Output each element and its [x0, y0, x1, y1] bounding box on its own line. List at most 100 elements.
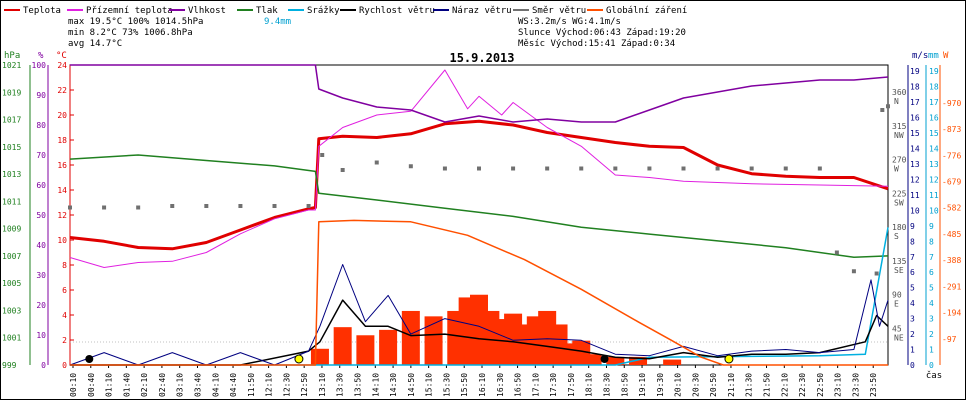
series-line-6: [69, 264, 889, 366]
tick-dir: 135: [892, 257, 907, 266]
tick-rad: -291: [942, 282, 961, 291]
tick-rain: 14: [929, 145, 939, 154]
x-tick-label: 13:10: [318, 373, 327, 397]
tick-rain: 19: [929, 67, 939, 76]
wind-dir-point: [238, 204, 243, 208]
tick-rad: -582: [942, 204, 961, 213]
tick-rad: -970: [942, 99, 961, 108]
radiation-bar: [356, 335, 375, 365]
tick-dir-label: SW: [894, 198, 904, 207]
radiation-bar: [401, 310, 420, 365]
sun-marker: [724, 354, 734, 364]
wind-dir-point: [374, 160, 379, 165]
radiation-bar: [310, 348, 329, 365]
tick-dir: 360: [892, 88, 907, 97]
x-tick-label: 22:10: [780, 373, 789, 397]
tick-dir: 45: [892, 324, 902, 333]
tick-pct: 30: [36, 271, 46, 280]
tick-wind: 13: [910, 160, 920, 169]
axis-title-temp: °C: [56, 51, 67, 61]
series-line-7: [70, 219, 888, 366]
wind-dir-point: [783, 166, 788, 171]
stats-max-rain: 9.4mm: [264, 17, 291, 27]
x-tick-label: 12:50: [300, 373, 309, 397]
tick-wind: 8: [910, 237, 915, 246]
tick-rain: 3: [929, 315, 934, 324]
tick-wind: 10: [910, 206, 920, 215]
x-tick-label: 02:10: [140, 373, 149, 397]
legend-label-5: Rychlost větru: [359, 6, 435, 16]
tick-wind: 16: [910, 114, 920, 123]
series-line-1: [69, 69, 889, 268]
wind-dir-point: [817, 166, 822, 171]
series-line-5: [70, 299, 889, 366]
axis-title-hpa: hPa: [4, 51, 20, 61]
tick-rad: -97: [942, 335, 957, 344]
wind-dir-point: [880, 108, 885, 112]
tick-wind: 15: [910, 129, 920, 138]
plot-area: [68, 64, 890, 366]
tick-pct: 70: [36, 151, 46, 160]
tick-rain: 13: [929, 160, 939, 169]
x-tick-label: 01:40: [122, 373, 131, 397]
tick-rain: 4: [929, 299, 934, 308]
stats-avg: avg 14.7°C: [68, 39, 122, 49]
tick-dir: 225: [892, 189, 907, 198]
tick-temp: 6: [62, 286, 67, 295]
x-tick-label: 17:10: [531, 373, 540, 397]
tick-rain: 17: [929, 98, 939, 107]
tick-dir-label: E: [894, 300, 899, 309]
tick-rain: 9: [929, 222, 934, 231]
tick-temp: 8: [62, 261, 67, 270]
x-tick-label: 17:30: [549, 373, 558, 397]
tick-rad: -485: [942, 230, 961, 239]
stats-block: max 19.5°C 100% 1014.5hPa 9.4mm min 8.2°…: [68, 17, 686, 49]
radiation-bar: [606, 356, 625, 365]
stats-sun: Slunce Východ:06:43 Západ:19:20: [518, 28, 686, 38]
tick-wind: 18: [910, 83, 920, 92]
wind-dir-point: [272, 204, 277, 208]
tick-pct: 10: [36, 331, 46, 340]
legend: Teplota Přízemní teplota Vlhkost Tlak Srážky…: [4, 6, 687, 16]
x-tick-label: 20:30: [691, 373, 700, 397]
tick-rad: -388: [942, 256, 961, 265]
tick-hpa: 1003: [2, 306, 21, 315]
tick-rain: 10: [929, 206, 939, 215]
tick-pct: 100: [32, 61, 47, 70]
wind-dir-point: [68, 205, 72, 210]
tick-rain: 12: [929, 175, 939, 184]
tick-temp: 10: [57, 236, 67, 245]
x-tick-label: 17:50: [567, 373, 576, 397]
wind-dir-point: [442, 166, 447, 171]
tick-pct: 40: [36, 241, 46, 250]
tick-rad: -679: [942, 177, 961, 186]
tick-dir-label: SE: [894, 266, 904, 275]
x-tick-label: 16:50: [514, 373, 523, 397]
tick-rad: -776: [942, 151, 961, 160]
tick-temp: 20: [57, 111, 67, 120]
x-tick-label: 15:50: [460, 373, 469, 397]
tick-rain: 15: [929, 129, 939, 138]
tick-wind: 7: [910, 253, 915, 262]
tick-rain: 1: [929, 346, 934, 355]
tick-wind: 3: [910, 315, 915, 324]
wind-dir-point: [136, 205, 141, 210]
tick-hpa: 1001: [2, 334, 21, 343]
x-tick-label: 14:30: [389, 373, 398, 397]
x-tick-label: 23:10: [834, 373, 843, 397]
radiation-bar: [379, 329, 398, 365]
wind-dir-point: [545, 166, 550, 171]
axis-title-wind: m/s: [912, 51, 928, 61]
x-tick-label: 03:10: [176, 373, 185, 397]
wind-dir-point: [579, 166, 584, 171]
x-tick-label: 20:10: [674, 373, 683, 397]
tick-dir: 315: [892, 122, 907, 131]
tick-wind: 11: [910, 191, 920, 200]
series-line-2: [70, 64, 889, 123]
x-tick-label: 23:30: [851, 373, 860, 397]
tick-rain: 0: [929, 361, 934, 370]
x-tick-label: 21:10: [727, 373, 736, 397]
series-line-0: [69, 119, 889, 251]
x-tick-label: 16:30: [496, 373, 505, 397]
